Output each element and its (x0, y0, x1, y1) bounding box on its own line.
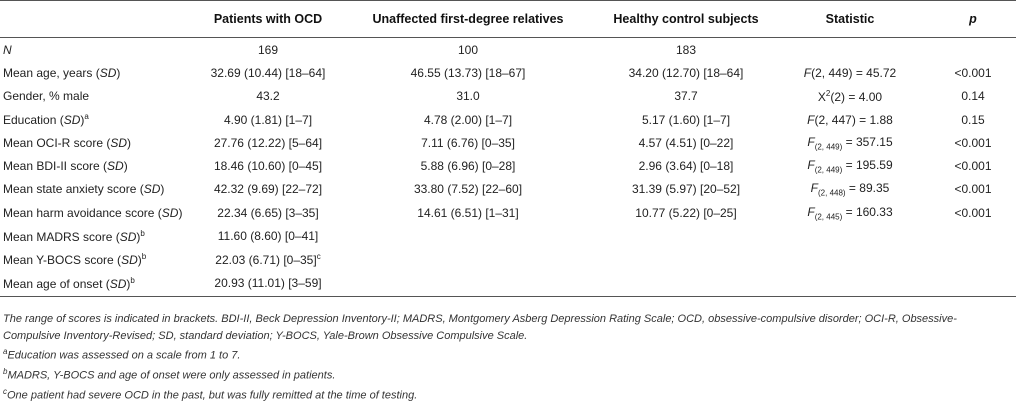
cell-controls: 5.17 (1.60) [1–7] (641, 112, 731, 127)
cell-statistic: F(2, 445) = 160.33 (807, 204, 893, 221)
cell-ocd: 169 (257, 42, 279, 57)
table-row: Gender, % male 43.2 31.0 37.7 X2(2) = 4.… (0, 85, 1016, 108)
table-row: Mean state anxiety score (SD) 42.32 (9.6… (0, 178, 1016, 201)
cell-statistic: F(2, 449) = 357.15 (807, 134, 893, 152)
table-row: Mean age of onset (SD)b 20.93 (11.01) [3… (0, 270, 1016, 297)
cell-statistic: X2(2) = 4.00 (817, 88, 883, 104)
cell-ocd: 22.03 (6.71) [0–35]c (215, 251, 321, 267)
cell-statistic: F(2, 449) = 45.72 (803, 65, 897, 80)
cell-statistic (770, 270, 930, 297)
cell-ocd: 42.32 (9.69) [22–72] (213, 182, 323, 197)
header-controls: Healthy control subjects (602, 0, 770, 38)
row-label: Mean harm avoidance score (SD) (3, 205, 183, 220)
cell-controls (602, 270, 770, 297)
cell-ocd: 32.69 (10.44) [18–64] (210, 65, 326, 80)
cell-relatives: 4.78 (2.00) [1–7] (423, 112, 513, 127)
header-p: p (930, 0, 1016, 38)
cell-statistic: F(2, 447) = 1.88 (807, 112, 893, 127)
footnote-a: aEducation was assessed on a scale from … (3, 347, 241, 362)
table-row: Mean MADRS score (SD)b 11.60 (8.60) [0–4… (0, 224, 1016, 247)
footnote-general: The range of scores is indicated in brac… (3, 313, 957, 342)
row-label: Mean Y-BOCS score (SD)b (3, 251, 147, 267)
header-statistic: Statistic (770, 0, 930, 38)
cell-p: <0.001 (954, 205, 992, 220)
cell-ocd: 18.46 (10.60) [0–45] (213, 159, 323, 174)
cell-relatives: 14.61 (6.51) [1–31] (417, 205, 519, 220)
cell-p (930, 248, 1016, 271)
cell-relatives: 5.88 (6.96) [0–28] (420, 159, 516, 174)
row-label: Education (SD)a (3, 112, 89, 128)
row-label: N (3, 42, 12, 57)
row-label: Mean BDI-II score (SD) (3, 159, 128, 174)
row-label: Mean MADRS score (SD)b (3, 228, 145, 244)
cell-controls (602, 248, 770, 271)
cell-p (930, 38, 1016, 62)
cell-ocd: 43.2 (256, 89, 280, 104)
footnote-c: cOne patient had severe OCD in the past,… (3, 387, 418, 402)
cell-statistic: F(2, 449) = 195.59 (807, 157, 893, 175)
cell-statistic (770, 224, 930, 247)
table-row: Mean harm avoidance score (SD) 22.34 (6.… (0, 201, 1016, 224)
cell-relatives: 46.55 (13.73) [18–67] (410, 65, 526, 80)
row-label: Mean OCI-R score (SD) (3, 135, 132, 150)
cell-relatives: 7.11 (6.76) [0–35] (421, 135, 515, 150)
cell-statistic (770, 38, 930, 62)
cell-controls (602, 224, 770, 247)
cell-ocd: 27.76 (12.22) [5–64] (213, 135, 323, 150)
cell-ocd: 20.93 (11.01) [3–59] (202, 270, 334, 297)
cell-ocd: 11.60 (8.60) [0–41] (217, 229, 319, 244)
row-label: Mean age, years (SD) (3, 65, 121, 80)
cell-statistic (770, 248, 930, 271)
footnote-b: bMADRS, Y-BOCS and age of onset were onl… (3, 367, 336, 382)
cell-relatives: 31.0 (456, 89, 480, 104)
cell-relatives: 33.80 (7.52) [22–60] (413, 182, 523, 197)
cell-controls: 183 (675, 42, 697, 57)
header-ocd: Patients with OCD (202, 0, 334, 38)
header-relatives: Unaffected first-degree relatives (334, 0, 602, 38)
cell-p: 0.15 (961, 112, 985, 127)
header-label (0, 0, 202, 38)
cell-controls: 34.20 (12.70) [18–64] (628, 65, 744, 80)
table-footnotes: The range of scores is indicated in brac… (3, 311, 1011, 404)
cell-p: <0.001 (954, 65, 992, 80)
table-row: Mean age, years (SD) 32.69 (10.44) [18–6… (0, 61, 1016, 84)
table-row: Mean OCI-R score (SD) 27.76 (12.22) [5–6… (0, 131, 1016, 154)
cell-ocd: 22.34 (6.65) [3–35] (217, 205, 319, 220)
cell-controls: 2.96 (3.64) [0–18] (638, 159, 734, 174)
demographics-table: Patients with OCD Unaffected first-degre… (0, 0, 1016, 297)
cell-p: <0.001 (954, 182, 992, 197)
table-row: Mean Y-BOCS score (SD)b 22.03 (6.71) [0–… (0, 248, 1016, 271)
table-row: N 169 100 183 (0, 38, 1016, 62)
cell-p (930, 270, 1016, 297)
table-row: Mean BDI-II score (SD) 18.46 (10.60) [0–… (0, 154, 1016, 177)
cell-relatives: 100 (457, 42, 479, 57)
cell-controls: 37.7 (674, 89, 698, 104)
cell-ocd: 4.90 (1.81) [1–7] (223, 112, 313, 127)
row-label: Mean age of onset (SD)b (0, 270, 202, 297)
header-row: Patients with OCD Unaffected first-degre… (0, 0, 1016, 38)
table-row: Education (SD)a 4.90 (1.81) [1–7] 4.78 (… (0, 108, 1016, 131)
cell-relatives (334, 248, 602, 271)
cell-relatives (334, 270, 602, 297)
row-label: Gender, % male (3, 89, 90, 104)
cell-p (930, 224, 1016, 247)
cell-p: 0.14 (961, 89, 985, 104)
cell-p: <0.001 (954, 135, 992, 150)
cell-controls: 4.57 (4.51) [0–22] (638, 135, 734, 150)
cell-statistic: F(2, 448) = 89.35 (810, 181, 890, 198)
row-label: Mean state anxiety score (SD) (3, 182, 165, 197)
cell-controls: 31.39 (5.97) [20–52] (631, 182, 741, 197)
cell-controls: 10.77 (5.22) [0–25] (635, 205, 737, 220)
cell-p: <0.001 (954, 159, 992, 174)
cell-relatives (334, 224, 602, 247)
